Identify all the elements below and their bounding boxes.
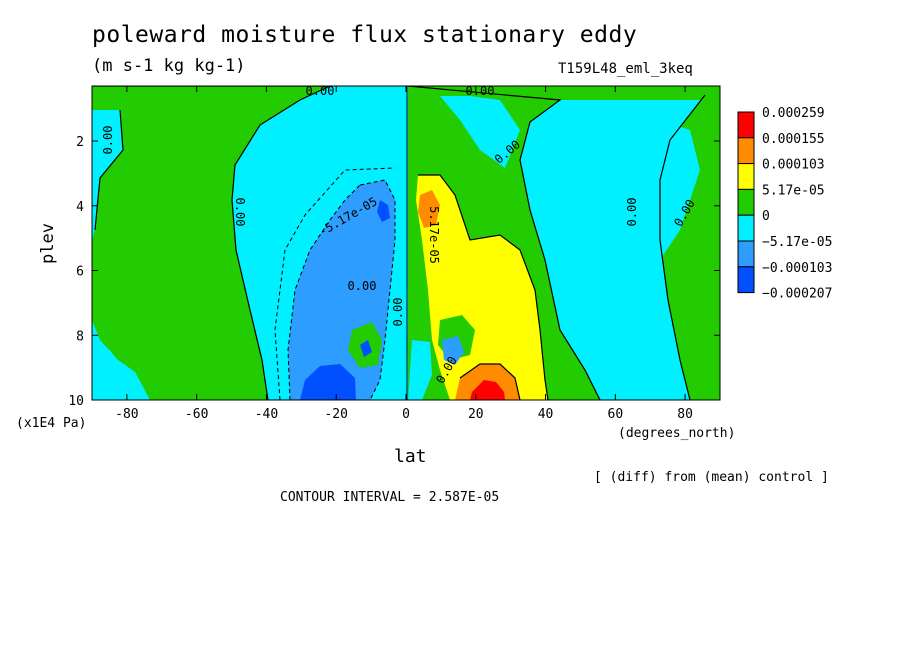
fill-orange-core1 [418, 190, 440, 228]
contour-label: 0.00 [306, 84, 335, 98]
contour-lines [92, 86, 706, 400]
contour-label: 0.00 [101, 126, 115, 155]
x-tick-label: 60 [608, 407, 624, 422]
colorbar-swatch [737, 137, 755, 165]
y-tick-label: 10 [68, 394, 84, 409]
fill-red-core [470, 380, 505, 400]
colorbar-swatch [737, 214, 755, 242]
negative-contours [274, 167, 396, 400]
chart-title: poleward moisture flux stationary eddy [92, 22, 638, 48]
x-tick-label: -20 [324, 407, 347, 422]
contour-label: 0.00 [233, 198, 247, 227]
colorbar-swatch [737, 188, 755, 216]
footnote: [ (diff) from (mean) control ] [594, 470, 829, 485]
x-tick-label: -40 [255, 407, 278, 422]
y-axis-label: plev [38, 223, 58, 264]
colorbar-label: 0.000259 [762, 106, 825, 121]
chart-units: (m s-1 kg kg-1) [92, 56, 246, 76]
experiment-label: T159L48_eml_3keq [558, 61, 693, 77]
x-axis-ticks: -80 -60 -40 -20 0 20 40 60 80 [115, 86, 693, 422]
fill-cyan-north-low [408, 340, 432, 400]
x-tick-label: 0 [402, 407, 410, 422]
colorbar-label: 5.17e-05 [762, 183, 825, 198]
colorbar: 0.000259 0.000155 0.000103 5.17e-05 0 −5.17e-… [737, 106, 832, 302]
colorbar-label: −0.000207 [762, 287, 832, 302]
x-tick-label: 40 [538, 407, 554, 422]
fill-cyan-eq-top [440, 96, 520, 168]
colorbar-label: 0.000155 [762, 132, 825, 147]
y-axis-units: (x1E4 Pa) [16, 416, 87, 431]
contour-label: 5.17e-05 [427, 206, 441, 264]
fill-blue-north-low [442, 336, 464, 365]
y-axis-ticks: 2 4 6 8 10 [68, 135, 720, 409]
contour-interval: CONTOUR INTERVAL = 2.587E-05 [280, 490, 500, 505]
contour-label: 0.00 [348, 279, 377, 293]
fill-cyan-farleft [92, 110, 123, 240]
fill-darkblue-core3 [360, 340, 372, 357]
contour-label: 0.00 [466, 84, 495, 98]
colorbar-label: −5.17e-05 [762, 235, 832, 250]
y-tick-label: 6 [76, 265, 84, 280]
colorbar-swatch [737, 111, 755, 139]
contour-field [92, 86, 720, 400]
fill-cyan-topright [628, 120, 700, 260]
y-tick-label: 4 [76, 200, 84, 215]
x-axis-label: lat [394, 446, 427, 467]
x-tick-label: -80 [115, 407, 138, 422]
x-axis-units: (degrees_north) [618, 426, 736, 441]
y-tick-label: 8 [76, 329, 84, 344]
colorbar-label: 0 [762, 209, 770, 224]
y-tick-label: 2 [76, 135, 84, 150]
colorbar-label: 0.000103 [762, 158, 825, 173]
x-tick-label: 80 [677, 407, 693, 422]
fill-cyan-lowleft [92, 340, 122, 382]
fill-green-south [92, 86, 330, 400]
colorbar-swatch [737, 240, 755, 268]
contour-label: 0.00 [391, 298, 405, 327]
contour-label: 0.00 [625, 198, 639, 227]
x-tick-label: 20 [468, 407, 484, 422]
x-tick-label: -60 [185, 407, 208, 422]
colorbar-label: −0.000103 [762, 261, 832, 276]
colorbar-swatch [737, 163, 755, 190]
colorbar-swatch [737, 266, 755, 294]
fill-darkblue-core2 [377, 200, 390, 222]
fill-darkblue-core1 [300, 364, 356, 400]
